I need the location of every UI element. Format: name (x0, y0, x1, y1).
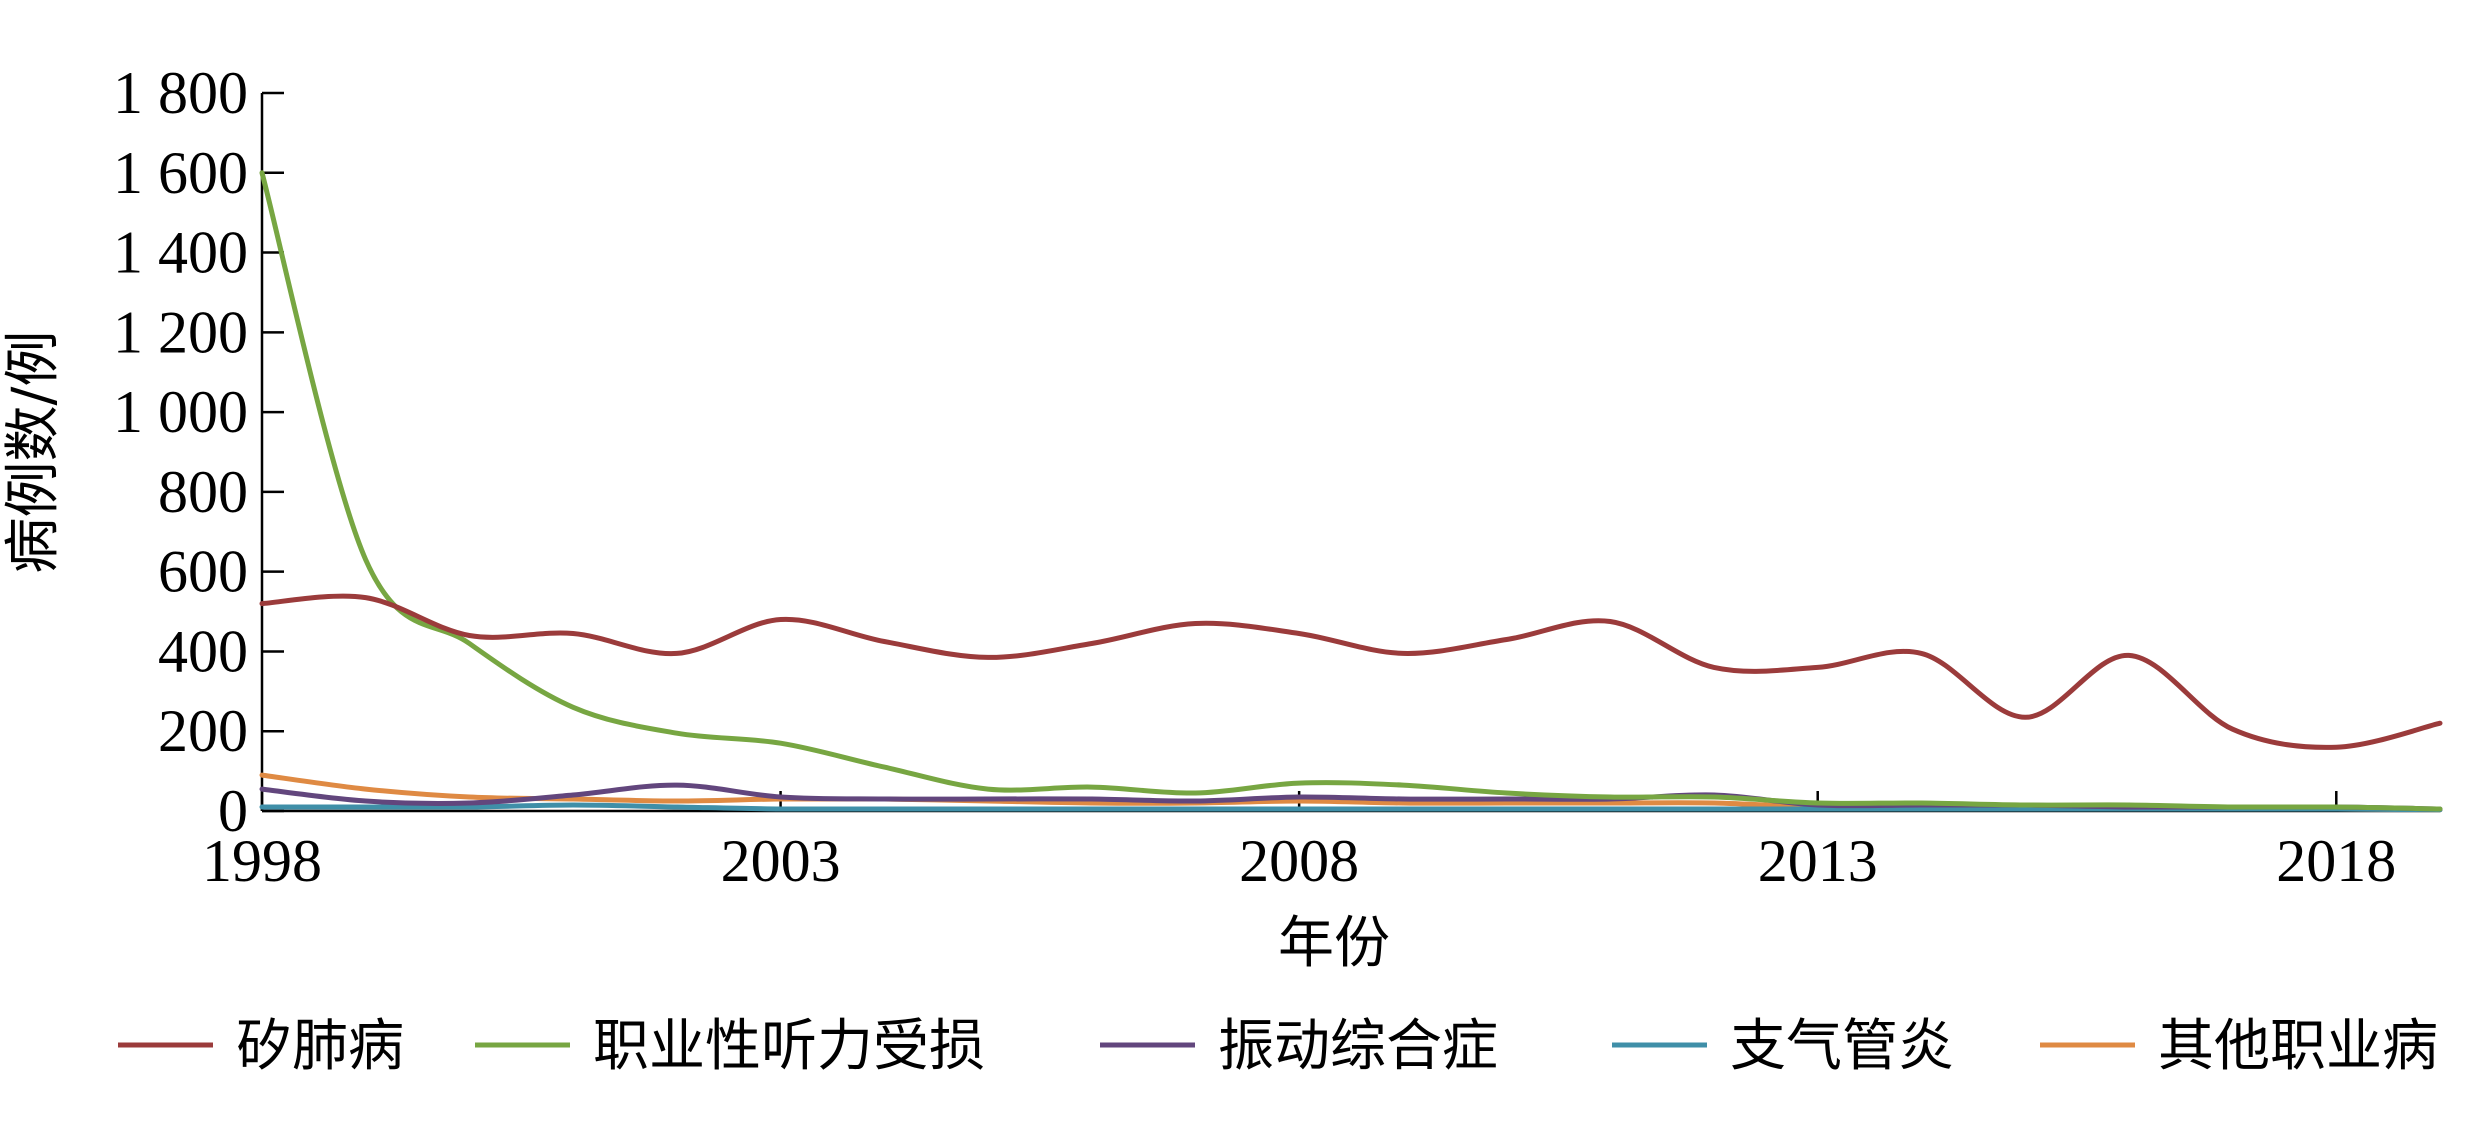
y-tick-label: 1 000 (113, 379, 248, 445)
y-tick-label: 1 600 (113, 140, 248, 206)
legend-label: 职业性听力受损 (593, 1014, 985, 1079)
y-tick-label: 200 (158, 698, 248, 764)
legend-item: 振动综合症 (1100, 1014, 1498, 1079)
legend-label: 矽肺病 (236, 1014, 404, 1079)
y-tick-label: 600 (158, 539, 248, 605)
x-tick-label: 2008 (1239, 828, 1359, 894)
y-axis: 0 200 400 600 800 1 000 1 200 1 400 1 600 1 800 (113, 60, 284, 844)
legend-item: 职业性听力受损 (475, 1014, 985, 1079)
legend-label: 振动综合症 (1218, 1014, 1498, 1079)
legend-item: 矽肺病 (118, 1014, 404, 1079)
legend: 矽肺病 职业性听力受损 振动综合症 支气管炎 其他职业病 (118, 1014, 2438, 1079)
series-line-1 (259, 593, 2443, 750)
y-tick-label: 1 200 (113, 299, 248, 365)
x-tick-label: 2013 (1758, 828, 1878, 894)
y-tick-label: 0 (218, 778, 248, 844)
x-tick-label: 2003 (721, 828, 841, 894)
x-axis-title: 年份 (1278, 911, 1390, 976)
legend-label: 其他职业病 (2158, 1014, 2438, 1079)
series-layer (259, 170, 2443, 813)
legend-label: 支气管炎 (1730, 1014, 1954, 1079)
y-tick-label: 1 800 (113, 60, 248, 126)
x-axis: 1998 2003 2008 2013 2018 (202, 791, 2440, 894)
y-tick-label: 400 (158, 618, 248, 684)
x-tick-label: 1998 (202, 828, 322, 894)
y-tick-label: 800 (158, 459, 248, 525)
series-line-2 (259, 170, 2443, 812)
y-axis-title: 病例数/例 (1, 331, 66, 574)
x-tick-label: 2018 (2276, 828, 2396, 894)
legend-item: 其他职业病 (2040, 1014, 2438, 1079)
y-tick-label: 1 400 (113, 220, 248, 286)
legend-item: 支气管炎 (1612, 1014, 1954, 1079)
series-line-4 (259, 802, 2443, 813)
